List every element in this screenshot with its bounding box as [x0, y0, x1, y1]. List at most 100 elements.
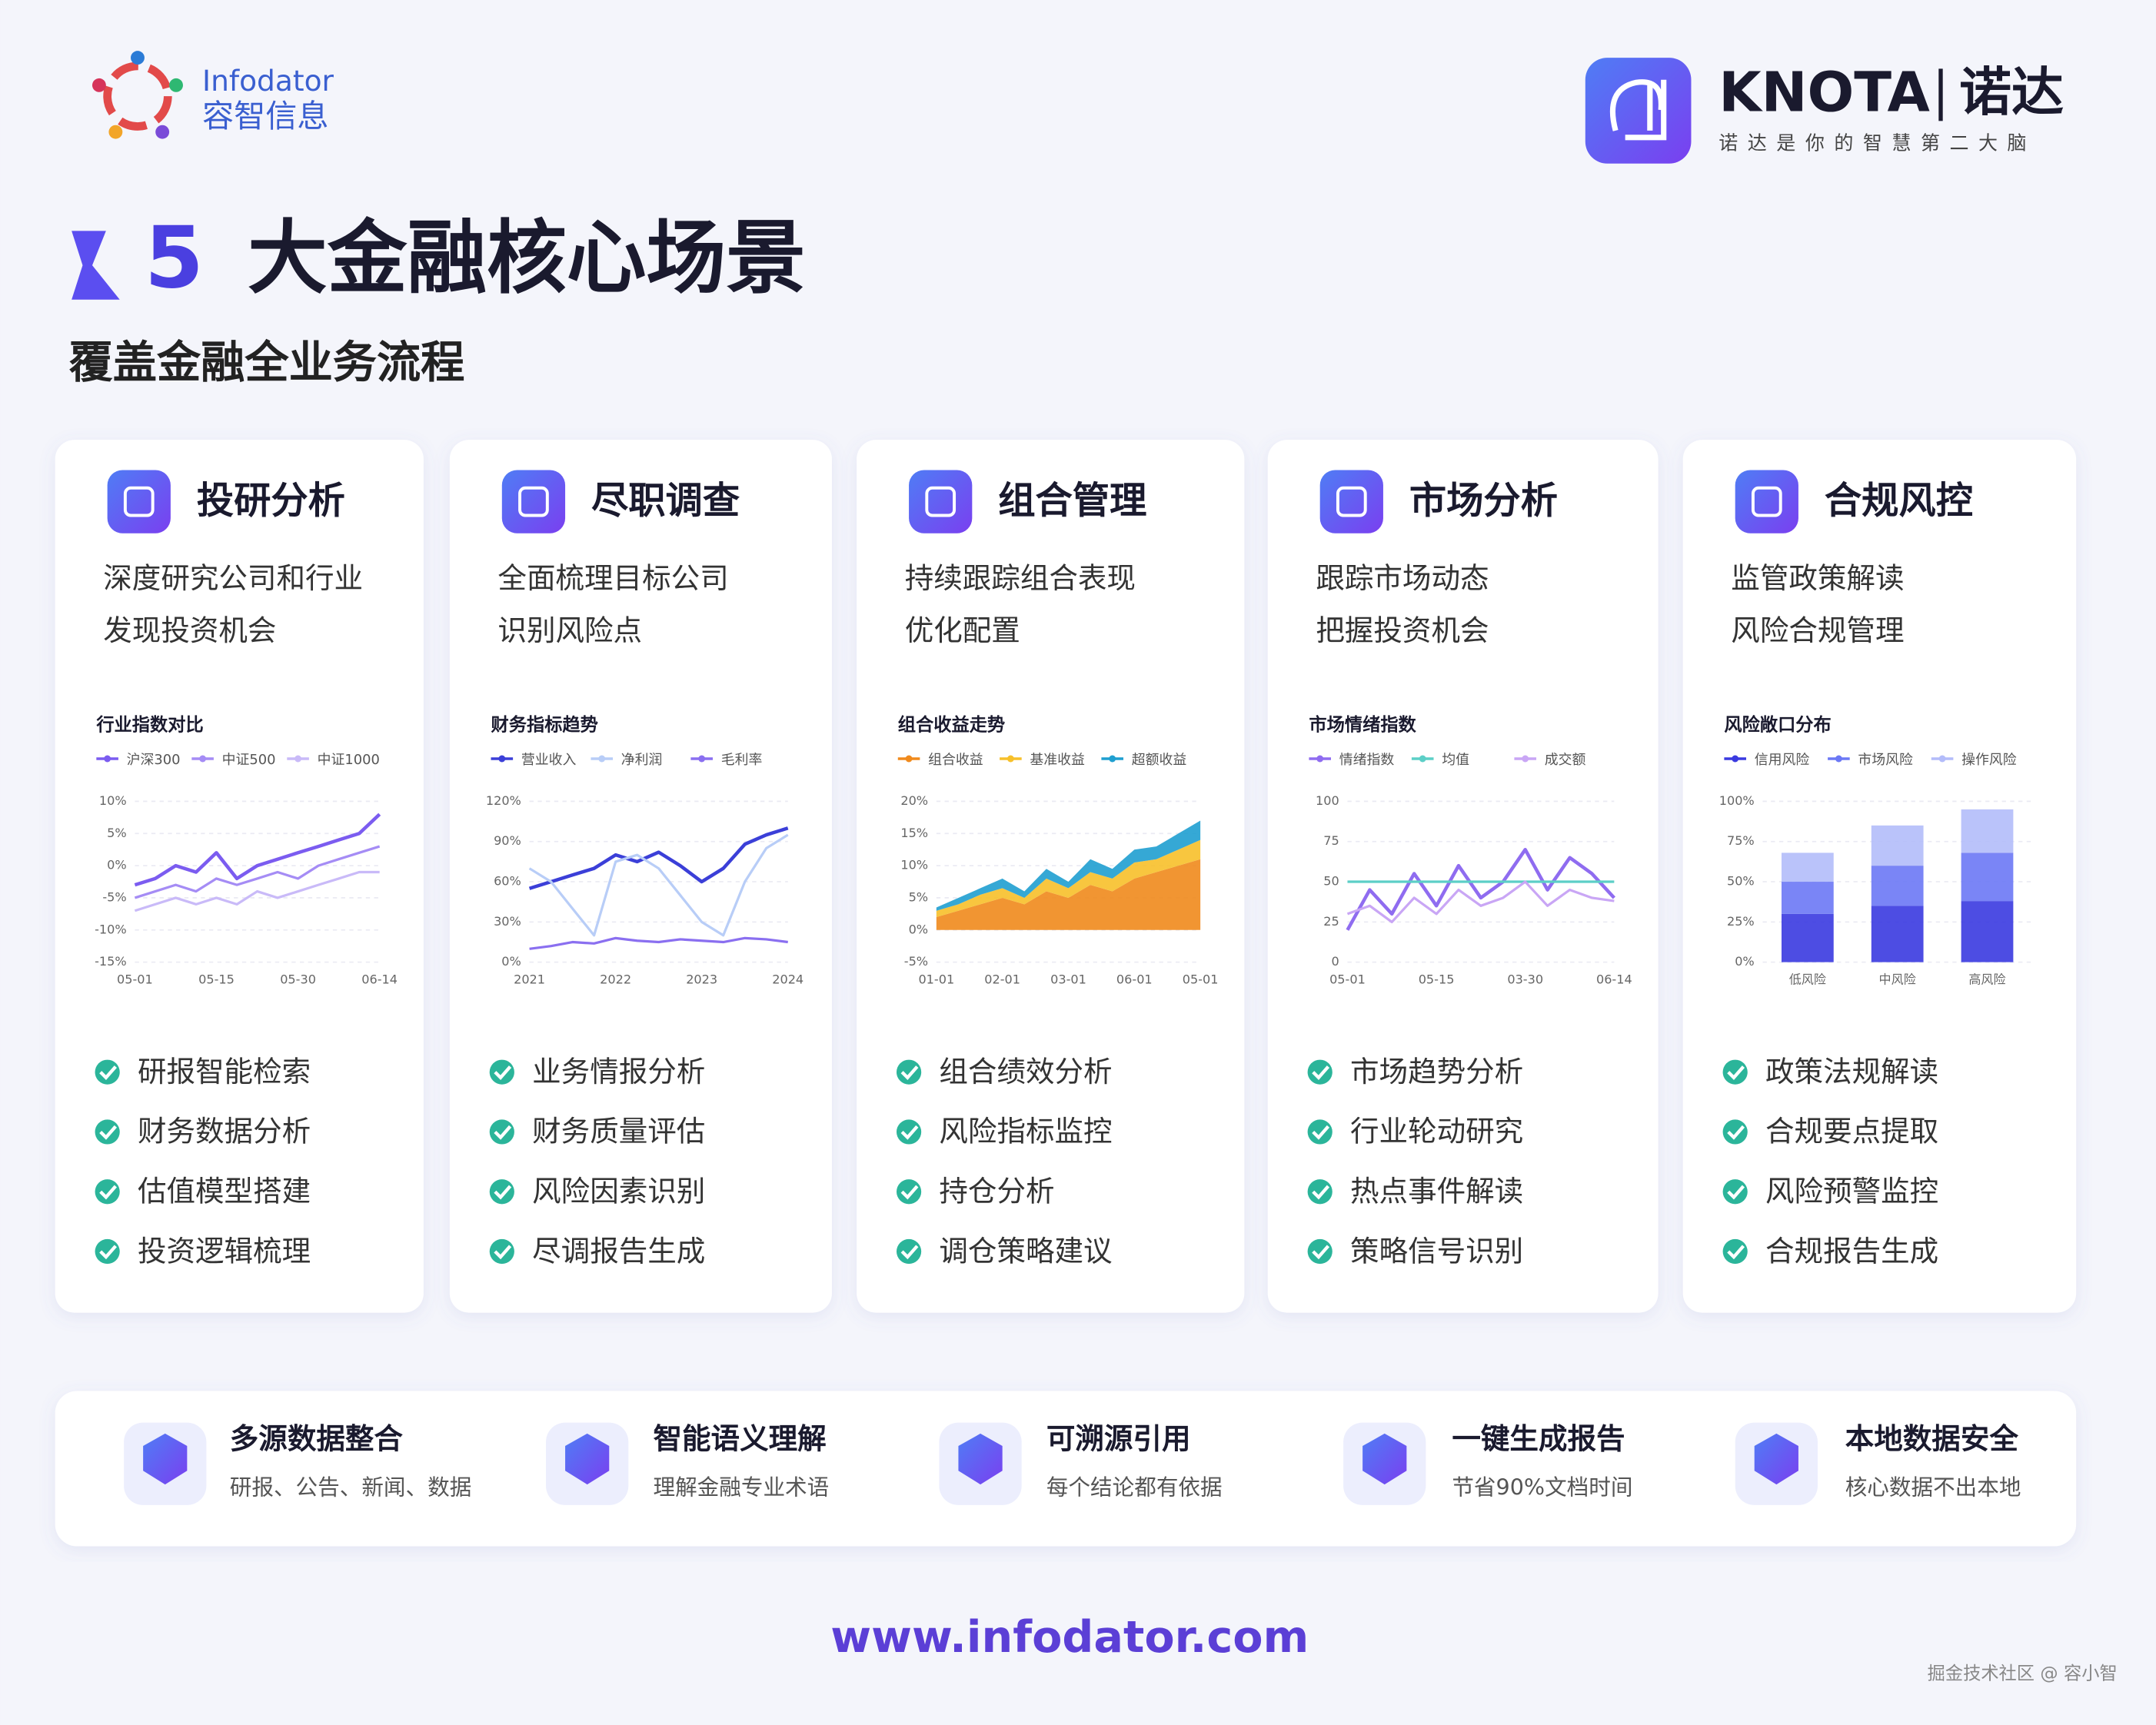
card-icon — [107, 470, 171, 533]
legend-dot — [1419, 755, 1426, 763]
x-tick-label: 06-14 — [361, 972, 398, 986]
check-mark — [99, 1185, 117, 1200]
check-mark — [494, 1185, 512, 1200]
series-area — [936, 820, 1201, 911]
card-desc: 持续跟踪组合表现 — [905, 561, 1136, 595]
knota-logo — [1585, 58, 1692, 164]
x-tick-label: 2022 — [600, 972, 631, 986]
x-tick-label: 05-01 — [1183, 972, 1219, 986]
y-tick-label: 0% — [1735, 954, 1755, 969]
check-mark — [1312, 1125, 1330, 1140]
chart-title: 财务指标趋势 — [491, 715, 598, 736]
x-tick-label: 01-01 — [918, 972, 954, 986]
series-area — [936, 839, 1201, 918]
x-tick-label: 2021 — [514, 972, 545, 986]
x-tick-label: 低风险 — [1789, 972, 1826, 986]
y-tick-label: 50 — [1323, 874, 1339, 889]
capability-desc: 研报、公告、新闻、数据 — [230, 1474, 472, 1500]
bar-segment — [1961, 901, 2014, 962]
bar-segment — [1781, 853, 1834, 882]
y-tick-label: 50% — [1727, 874, 1755, 889]
x-tick-label: 05-30 — [280, 972, 316, 986]
card-icon-glyph — [123, 486, 155, 517]
check-mark — [1727, 1185, 1745, 1200]
y-tick-label: 0% — [909, 922, 929, 936]
card-title: 市场分析 — [1409, 479, 1558, 522]
y-tick-label: 25 — [1323, 914, 1339, 929]
feature-text: 财务质量评估 — [532, 1115, 705, 1148]
capability-title: 多源数据整合 — [230, 1421, 404, 1455]
check-mark — [494, 1065, 512, 1080]
card-title: 合规风控 — [1825, 479, 1973, 522]
check-icon — [896, 1119, 922, 1145]
legend-dot — [1938, 755, 1946, 763]
check-mark — [1727, 1125, 1745, 1140]
card-title: 组合管理 — [998, 479, 1146, 522]
feature-text: 投资逻辑梳理 — [138, 1234, 311, 1268]
knota-name-cn: 诺达 — [1959, 63, 2064, 124]
legend-label: 中证500 — [222, 752, 276, 768]
title-text: 大金融核心场景 — [248, 213, 806, 305]
legend-dot — [199, 755, 207, 763]
title-icon — [72, 231, 120, 300]
y-tick-label: 120% — [486, 793, 521, 808]
legend-label: 沪深300 — [127, 752, 181, 768]
capability-title: 一键生成报告 — [1452, 1421, 1625, 1455]
x-tick-label: 06-14 — [1596, 972, 1632, 986]
check-mark — [1727, 1065, 1745, 1080]
capability-desc: 理解金融专业术语 — [653, 1474, 829, 1500]
y-tick-label: 75% — [1727, 833, 1755, 848]
legend-dot — [1835, 755, 1842, 763]
check-mark — [99, 1245, 117, 1260]
y-tick-label: 15% — [900, 826, 928, 840]
card-desc: 发现投资机会 — [103, 613, 276, 647]
legend-label: 均值 — [1442, 752, 1469, 768]
feature-text: 行业轮动研究 — [1350, 1115, 1523, 1148]
capability-icon — [1754, 1433, 1798, 1485]
bar-segment — [1961, 853, 2014, 902]
legend-label: 净利润 — [621, 752, 663, 768]
check-mark — [494, 1245, 512, 1260]
check-icon — [95, 1119, 120, 1145]
legend-label: 成交额 — [1545, 752, 1586, 768]
check-mark — [1312, 1065, 1330, 1080]
legend-label: 组合收益 — [928, 752, 983, 768]
chart-title: 风险敞口分布 — [1724, 715, 1831, 736]
check-icon — [1307, 1179, 1333, 1205]
series-line — [529, 936, 788, 950]
series-line — [528, 826, 789, 890]
y-tick-label: 0% — [107, 858, 127, 872]
y-tick-label: -5% — [904, 954, 928, 969]
chart-title: 市场情绪指数 — [1309, 715, 1416, 736]
check-icon — [489, 1119, 514, 1145]
x-tick-label: 高风险 — [1968, 972, 2005, 986]
check-icon — [896, 1238, 922, 1265]
y-tick-label: -5% — [102, 889, 126, 904]
card-icon — [1319, 470, 1383, 533]
card-title: 尽职调查 — [591, 479, 740, 522]
capability-desc: 节省90%文档时间 — [1452, 1474, 1632, 1500]
check-mark — [900, 1125, 919, 1140]
y-tick-label: 75 — [1323, 833, 1339, 848]
series-line — [1346, 847, 1615, 931]
y-tick-label: 10% — [900, 858, 928, 872]
capability-title: 本地数据安全 — [1845, 1421, 2019, 1455]
footer-url[interactable]: www.infodator.com — [830, 1612, 1309, 1663]
feature-text: 合规报告生成 — [1765, 1234, 1938, 1268]
feature-text: 风险因素识别 — [532, 1175, 705, 1208]
divider — [1938, 68, 1943, 121]
capability-icon — [958, 1433, 1003, 1485]
legend-dot — [598, 755, 606, 763]
check-icon — [896, 1059, 922, 1085]
capability-desc: 每个结论都有依据 — [1046, 1474, 1223, 1500]
watermark: 掘金技术社区 @ 容小智 — [1928, 1663, 2118, 1683]
legend-label: 信用风险 — [1755, 752, 1810, 768]
feature-text: 财务数据分析 — [138, 1115, 311, 1148]
check-icon — [1722, 1238, 1748, 1265]
card-desc: 优化配置 — [905, 613, 1020, 647]
check-icon — [896, 1179, 922, 1205]
card-icon-glyph — [1751, 486, 1782, 517]
capability-icon — [1362, 1433, 1407, 1485]
legend-label: 毛利率 — [721, 752, 763, 768]
check-mark — [900, 1245, 919, 1260]
